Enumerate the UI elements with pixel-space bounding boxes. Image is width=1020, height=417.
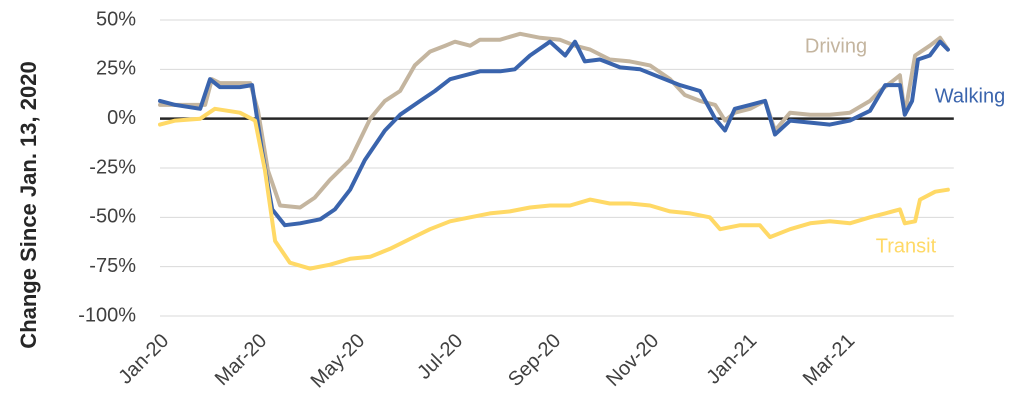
y-tick-label: -100% (78, 304, 136, 326)
y-axis-label: Change Since Jan. 13, 2020 (16, 61, 41, 348)
y-tick-label: -25% (89, 156, 136, 178)
x-tick-label: May-20 (307, 330, 370, 393)
y-tick-label: -50% (89, 206, 136, 228)
y-tick-label: 50% (96, 8, 136, 30)
series-label: Walking (935, 85, 1005, 107)
x-tick-label: Jul-20 (413, 330, 467, 384)
series-label: Driving (805, 35, 867, 57)
y-tick-label: 25% (96, 58, 136, 80)
x-tick-label: Mar-21 (799, 330, 859, 390)
x-tick-label: Sep-20 (504, 330, 565, 391)
x-tick-label: Jan-21 (702, 330, 761, 389)
x-tick-label: Jan-20 (114, 330, 173, 389)
y-tick-label: 0% (107, 107, 136, 129)
x-tick-label: Mar-20 (211, 330, 271, 390)
x-tick-label: Nov-20 (602, 330, 663, 391)
series-line (158, 39, 950, 228)
series-label: Transit (876, 235, 937, 257)
series-line (158, 106, 950, 271)
y-tick-label: -75% (89, 255, 136, 277)
series-line (158, 31, 950, 210)
